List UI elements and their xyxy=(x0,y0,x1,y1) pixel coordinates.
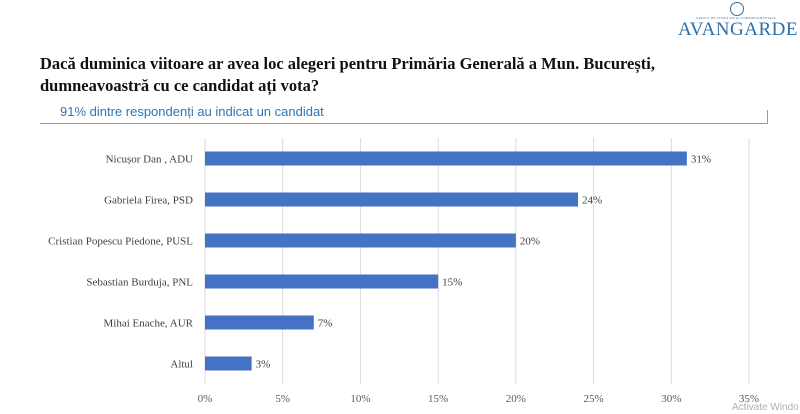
value-label: 3% xyxy=(256,359,271,371)
category-label: Cristian Popescu Piedone, PUSL xyxy=(48,236,193,248)
bar xyxy=(205,151,687,166)
value-label: 15% xyxy=(442,277,462,289)
x-tick-label: 35% xyxy=(739,393,759,405)
x-tick-label: 20% xyxy=(506,393,526,405)
category-label: Altul xyxy=(170,359,193,371)
header-divider xyxy=(40,123,768,124)
category-label: Gabriela Firea, PSD xyxy=(104,195,193,207)
survey-question: Dacă duminica viitoare ar avea loc alege… xyxy=(40,54,655,95)
brand-tagline: GRUPUL DE STUDII SOCIO-COMPORTAMENTALE xyxy=(696,16,776,20)
value-label: 24% xyxy=(582,195,602,207)
bar xyxy=(205,274,439,289)
x-tick-label: 25% xyxy=(583,393,603,405)
bar xyxy=(205,192,579,207)
x-tick-label: 5% xyxy=(275,393,290,405)
category-label: Mihai Enache, AUR xyxy=(103,318,193,330)
bar xyxy=(205,233,516,248)
value-label: 7% xyxy=(318,318,333,330)
activation-watermark: Activate Windo xyxy=(732,402,799,413)
header-divider-end xyxy=(767,110,768,124)
x-tick-label: 15% xyxy=(428,393,448,405)
x-tick-label: 10% xyxy=(350,393,370,405)
bar xyxy=(205,315,314,330)
bar xyxy=(205,356,252,371)
category-label: Nicușor Dan , ADU xyxy=(106,154,193,166)
brand-logo: GRUPUL DE STUDII SOCIO-COMPORTAMENTALE A… xyxy=(676,2,797,40)
x-tick-label: 30% xyxy=(661,393,681,405)
value-label: 31% xyxy=(691,154,711,166)
chart-subtitle: 91% dintre respondenți au indicat un can… xyxy=(60,104,324,119)
x-tick-label: 0% xyxy=(198,393,213,405)
category-label: Sebastian Burduja, PNL xyxy=(86,277,193,289)
value-label: 20% xyxy=(520,236,540,248)
logo-mark-icon xyxy=(730,2,744,16)
brand-name: AVANGARDE xyxy=(678,19,798,40)
